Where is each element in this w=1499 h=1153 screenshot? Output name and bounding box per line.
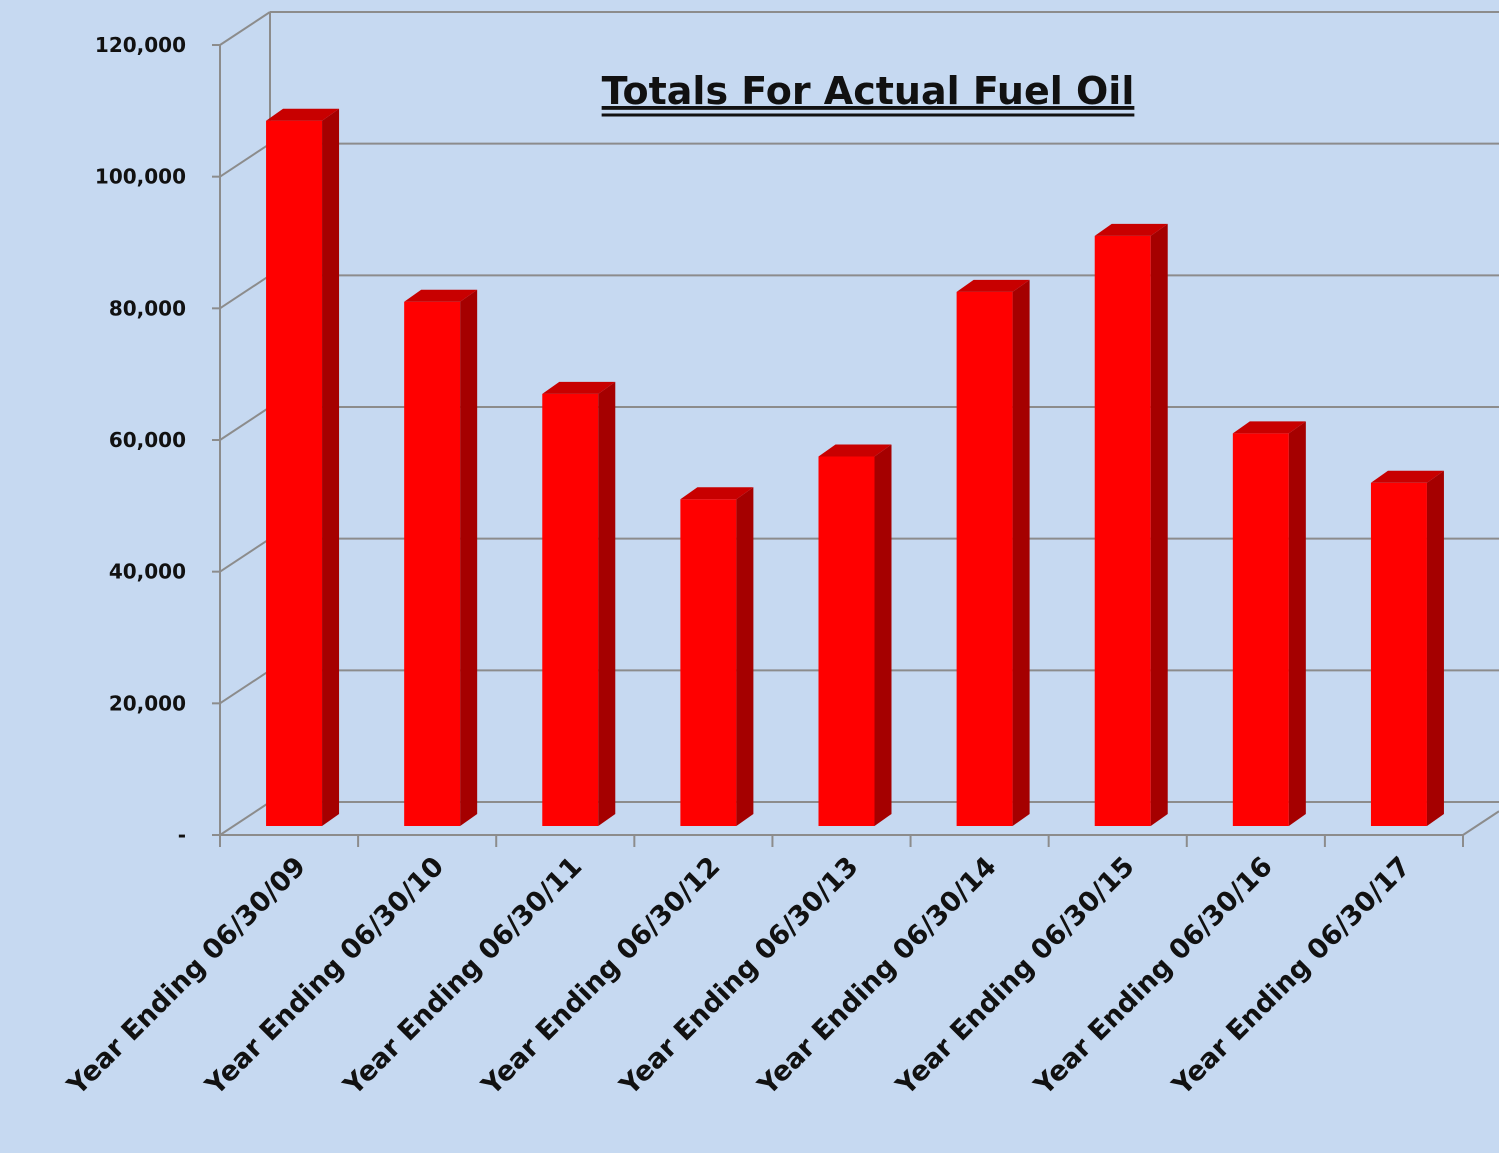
bar-front xyxy=(1370,482,1427,826)
gridline-depth xyxy=(219,801,271,836)
bar xyxy=(1094,223,1168,826)
bar xyxy=(266,108,340,827)
y-tick-label: 100,000 xyxy=(95,165,186,189)
x-tick-label: Year Ending 06/30/14 xyxy=(752,851,1003,1102)
bar-top xyxy=(956,279,1030,292)
bar-front xyxy=(404,301,461,826)
bar-front xyxy=(1232,433,1289,826)
bar-side xyxy=(1150,223,1168,826)
y-tick-label: 80,000 xyxy=(109,296,186,320)
bar-top xyxy=(1370,470,1444,483)
y-tick-label: 40,000 xyxy=(109,560,186,584)
bar-front xyxy=(818,456,875,826)
x-tick-label: Year Ending 06/30/16 xyxy=(1028,851,1279,1102)
bar-front xyxy=(680,499,737,826)
bar xyxy=(404,289,478,826)
x-tick-label: Year Ending 06/30/17 xyxy=(1166,851,1417,1102)
y-tick-label: 60,000 xyxy=(109,428,186,452)
bar xyxy=(956,279,1030,826)
x-tick-label: Year Ending 06/30/09 xyxy=(61,851,312,1102)
bar xyxy=(542,381,616,826)
x-tick-label: Year Ending 06/30/15 xyxy=(890,851,1141,1102)
bar-top xyxy=(1094,223,1168,236)
bar-side xyxy=(598,381,616,826)
bar xyxy=(1370,470,1444,826)
bar-front xyxy=(1094,235,1151,826)
gridline-depth xyxy=(219,406,271,441)
bar-top xyxy=(680,487,754,500)
bar-side xyxy=(1426,470,1444,826)
bar-side xyxy=(1288,421,1306,826)
x-axis-depth xyxy=(1462,810,1499,836)
bar-top xyxy=(542,381,616,394)
x-tick-label: Year Ending 06/30/13 xyxy=(613,851,864,1102)
x-tick-label: Year Ending 06/30/10 xyxy=(199,851,450,1102)
bars xyxy=(266,108,1444,827)
gridline-depth xyxy=(219,142,271,178)
x-tick-label: Year Ending 06/30/11 xyxy=(337,851,588,1102)
gridline-depth xyxy=(219,11,271,46)
bar-front xyxy=(956,291,1013,826)
bar xyxy=(680,487,754,826)
y-tick-label: - xyxy=(178,823,186,847)
chart-title: Totals For Actual Fuel Oil xyxy=(602,69,1135,113)
y-tick-label: 20,000 xyxy=(109,691,186,715)
bar xyxy=(1232,421,1306,826)
bar-side xyxy=(460,289,478,826)
x-tick-label: Year Ending 06/30/12 xyxy=(475,851,726,1102)
bar-top xyxy=(818,444,892,457)
bar-front xyxy=(266,120,323,827)
bar-front xyxy=(542,393,599,826)
y-tick-label: 120,000 xyxy=(95,33,186,57)
bar-side xyxy=(322,108,340,827)
bar-top xyxy=(266,108,340,121)
bar-top xyxy=(1232,421,1306,434)
y-tick-labels: - 20,000 40,000 60,000 80,000 100,000 120,000 xyxy=(95,33,186,847)
bar-side xyxy=(1012,279,1030,826)
gridline-depth xyxy=(219,537,271,573)
gridline-depth xyxy=(219,669,271,705)
bar xyxy=(818,444,892,826)
bar-side xyxy=(736,487,754,826)
bar-top xyxy=(404,289,478,302)
bar-side xyxy=(874,444,892,826)
gridline-depth xyxy=(219,274,271,310)
